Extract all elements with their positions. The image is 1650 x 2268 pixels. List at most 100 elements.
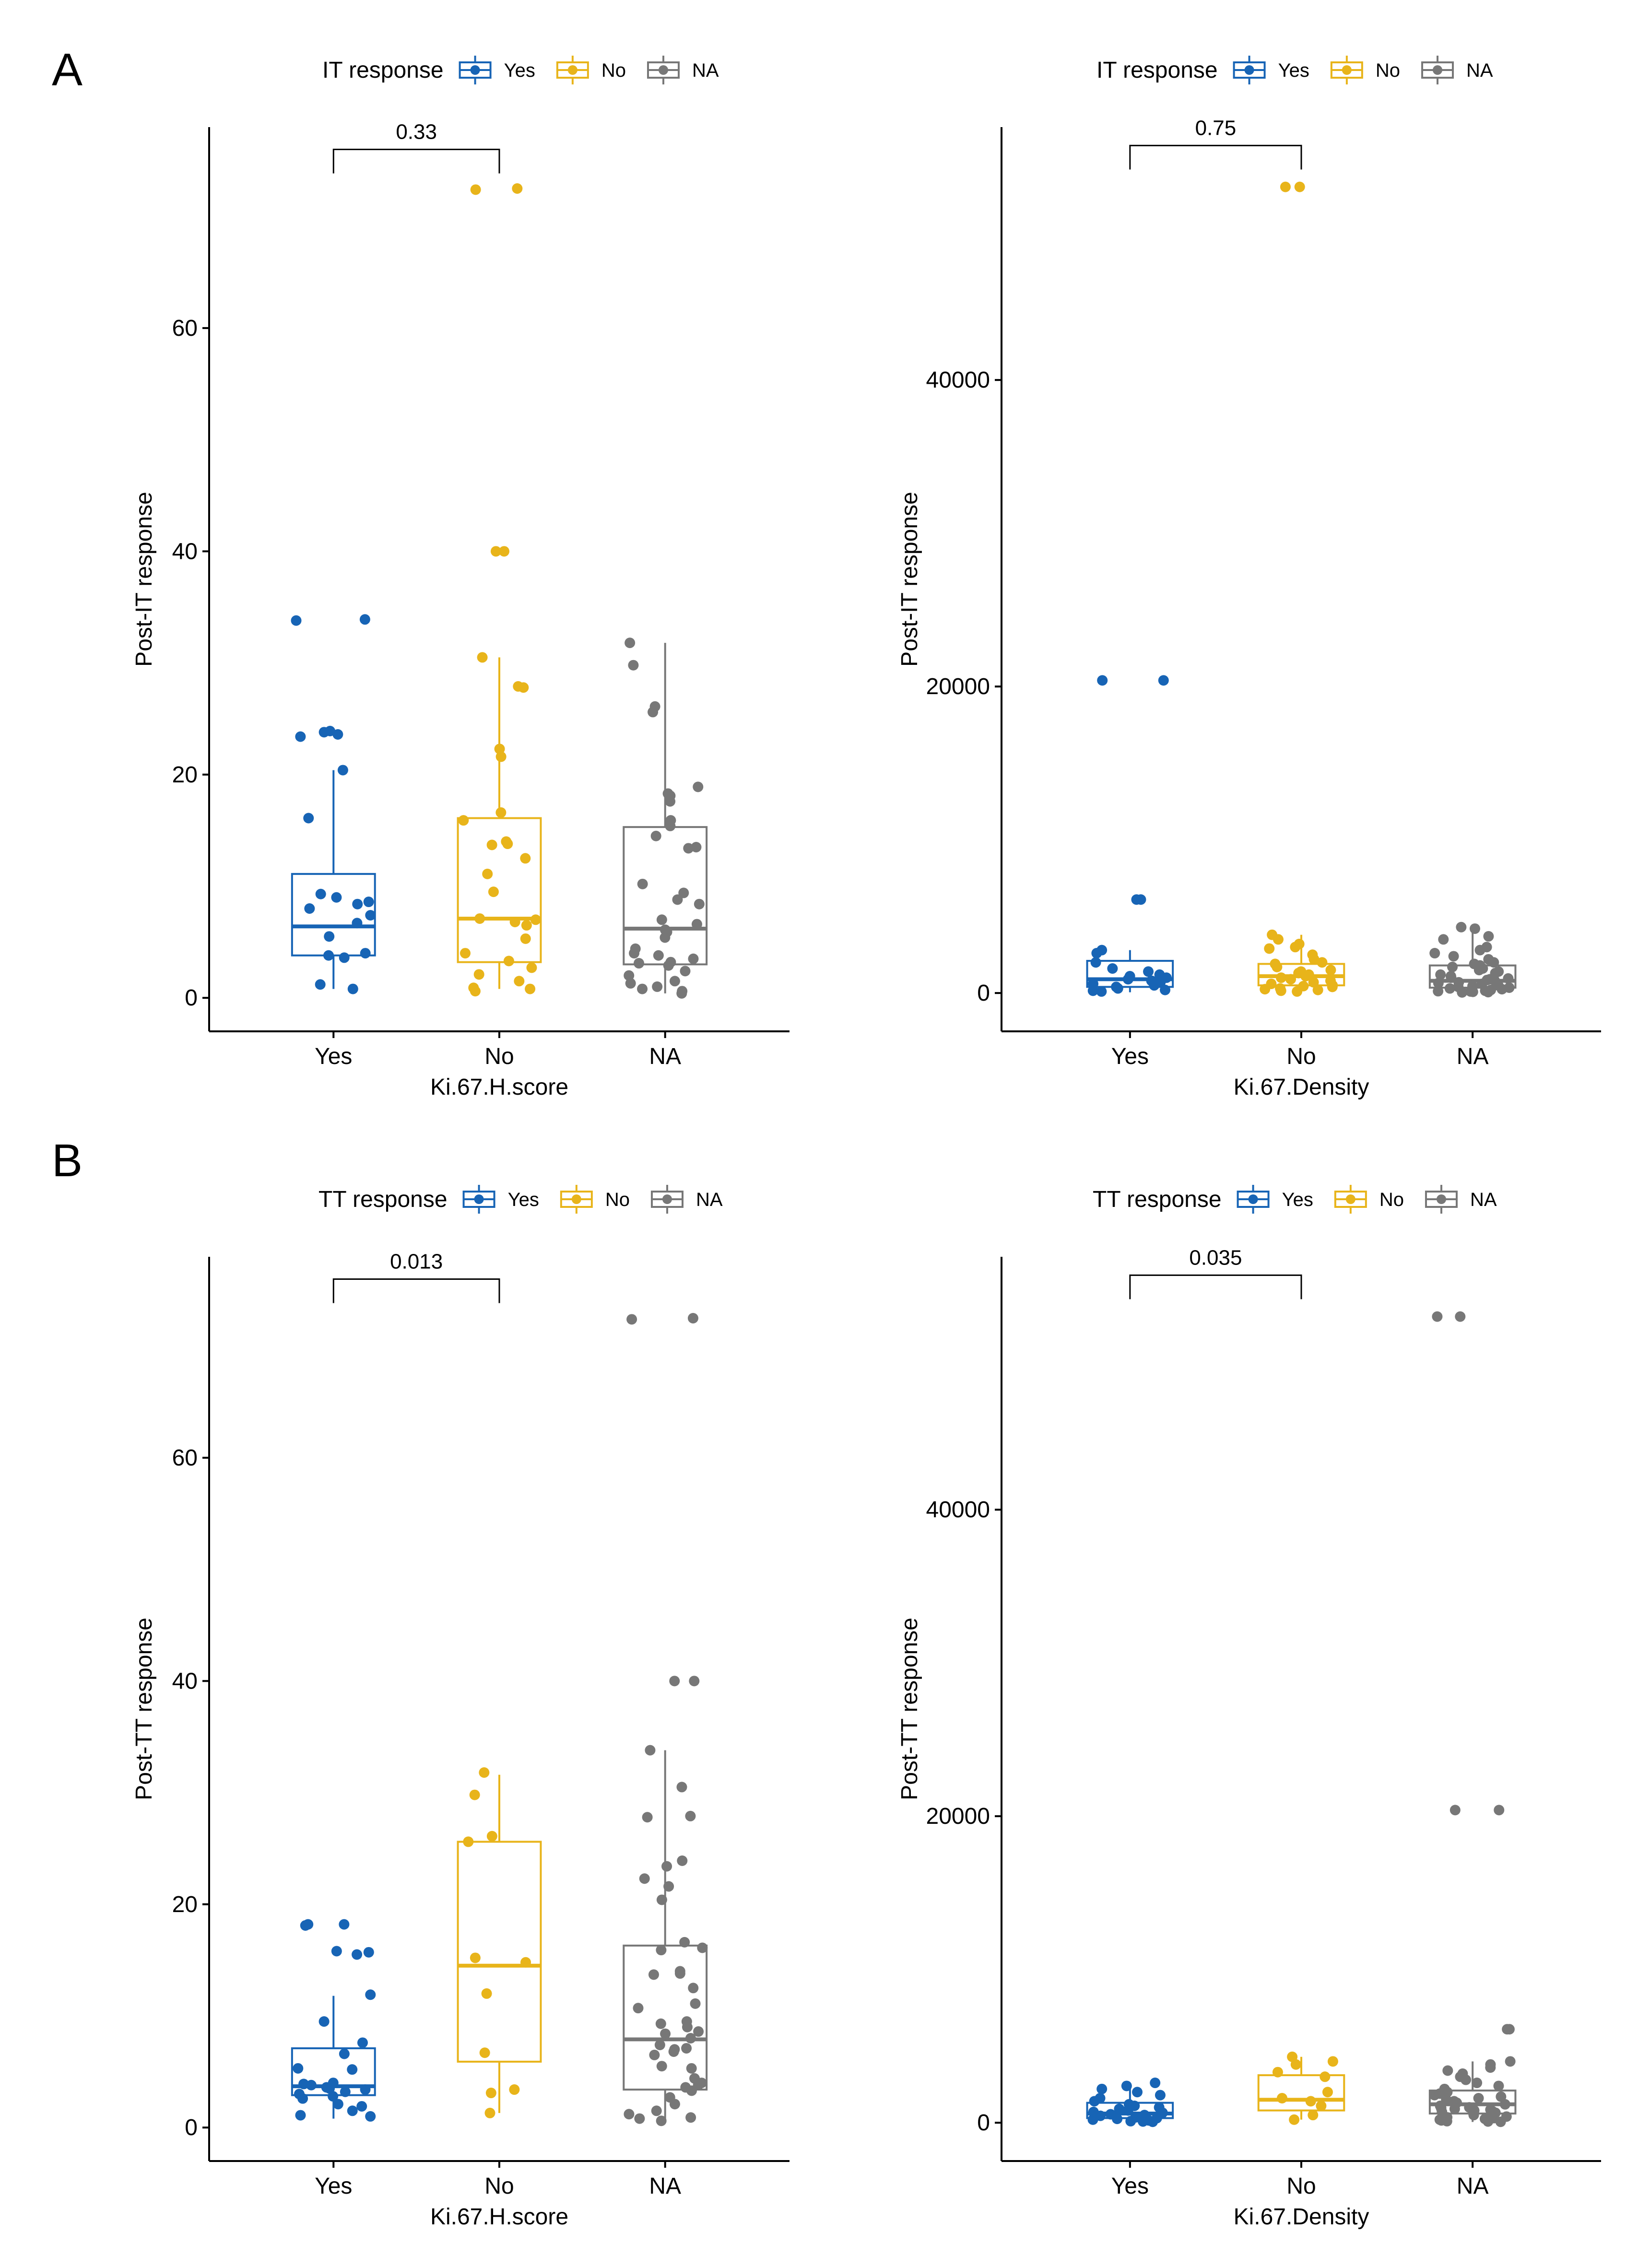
data-point	[347, 983, 358, 994]
data-point	[332, 2099, 343, 2110]
x-tick-label: Yes	[315, 2174, 352, 2199]
data-point	[526, 962, 537, 973]
data-point	[357, 2037, 368, 2048]
data-point	[1444, 983, 1455, 994]
data-point	[633, 2003, 644, 2014]
data-point	[1483, 931, 1494, 942]
data-point	[1493, 2080, 1504, 2091]
legend-label: Yes	[508, 1189, 539, 1210]
data-point	[1320, 2071, 1331, 2082]
legend-label: Yes	[1278, 60, 1309, 81]
data-point	[1442, 2065, 1453, 2076]
legend-label: No	[1376, 60, 1400, 81]
x-axis-title: Ki.67.H.score	[430, 2204, 568, 2230]
data-point	[486, 1831, 497, 1842]
p-value-label: 0.035	[1189, 1246, 1242, 1269]
data-point	[678, 887, 689, 898]
data-point	[1327, 2056, 1338, 2067]
data-point	[683, 843, 694, 854]
box-iqr	[1257, 2074, 1345, 2112]
data-point	[629, 948, 640, 959]
significance-bracket	[1129, 1274, 1302, 1299]
data-point	[1448, 951, 1459, 962]
x-axis-title: Ki.67.H.score	[430, 1075, 568, 1100]
legend-key-na	[650, 1185, 684, 1214]
data-point	[1457, 987, 1468, 998]
data-point	[356, 2101, 367, 2112]
data-point	[634, 958, 645, 969]
data-point	[688, 1983, 699, 1994]
data-point	[484, 2107, 495, 2118]
data-point	[509, 916, 520, 927]
data-point	[458, 815, 469, 826]
x-tick-label: Yes	[1111, 1044, 1149, 1069]
data-point	[637, 983, 648, 994]
data-point	[1143, 966, 1154, 977]
legend-key-yes	[462, 1185, 495, 1214]
data-point	[1300, 970, 1311, 981]
x-tick-label: Yes	[315, 1044, 352, 1069]
legend-key-na	[647, 56, 680, 84]
data-point	[1264, 943, 1275, 954]
data-point	[655, 2018, 666, 2029]
data-point	[470, 1952, 481, 1963]
data-point	[1499, 2099, 1510, 2110]
data-point	[645, 1745, 656, 1756]
data-point	[1275, 985, 1286, 996]
data-point	[520, 853, 531, 864]
data-point	[1449, 2103, 1460, 2114]
data-point	[676, 988, 687, 999]
data-point	[1122, 2105, 1133, 2116]
data-point	[499, 546, 510, 557]
data-point	[651, 2105, 662, 2116]
data-point	[660, 2028, 671, 2039]
data-point	[1132, 2087, 1143, 2098]
legend-key-point	[470, 65, 480, 75]
data-point	[1429, 2090, 1440, 2101]
data-point	[1096, 986, 1107, 997]
data-point	[1090, 957, 1101, 968]
data-point	[674, 1968, 685, 1979]
y-tick-label: 20000	[926, 1804, 990, 1829]
data-point	[1150, 2078, 1161, 2089]
data-point	[295, 731, 306, 742]
data-point	[1467, 986, 1478, 997]
data-point	[1432, 1311, 1443, 1322]
data-point	[1308, 977, 1319, 988]
data-point	[488, 886, 499, 898]
data-point	[1504, 2024, 1515, 2035]
legend-title: IT response	[322, 58, 444, 83]
data-point	[679, 1937, 690, 1948]
data-point	[359, 614, 370, 625]
data-point	[669, 2099, 680, 2110]
data-point	[470, 184, 481, 195]
data-point	[1290, 942, 1301, 953]
y-axis-title: Post-IT response	[897, 492, 922, 667]
data-point	[697, 1942, 708, 1953]
data-point	[1322, 2087, 1333, 2098]
data-point	[1273, 934, 1284, 945]
data-point	[514, 976, 525, 987]
data-point	[1276, 2093, 1287, 2104]
data-point	[1087, 985, 1098, 996]
data-point	[1438, 934, 1449, 945]
data-point	[363, 897, 374, 908]
legend-key-point	[1436, 1194, 1446, 1204]
legend-label: No	[1379, 1189, 1404, 1210]
data-point	[300, 1920, 311, 1931]
data-point	[628, 660, 639, 671]
significance-bracket	[332, 1278, 500, 1303]
data-point	[1107, 963, 1118, 974]
data-point	[470, 986, 481, 997]
data-point	[1450, 1805, 1461, 1816]
data-point	[1483, 987, 1494, 998]
data-point	[481, 1988, 492, 1999]
data-point	[1485, 2062, 1496, 2073]
legend-key-no	[1330, 56, 1363, 84]
data-point	[339, 2048, 350, 2059]
legend-key-point	[659, 65, 668, 75]
legend-title: IT response	[1096, 58, 1218, 83]
plot-A-right: 0 20000 40000 Yes No NA Ki.67.Density Post-IT r…	[897, 56, 1601, 1100]
data-point	[654, 2039, 665, 2050]
data-point	[1276, 972, 1287, 983]
